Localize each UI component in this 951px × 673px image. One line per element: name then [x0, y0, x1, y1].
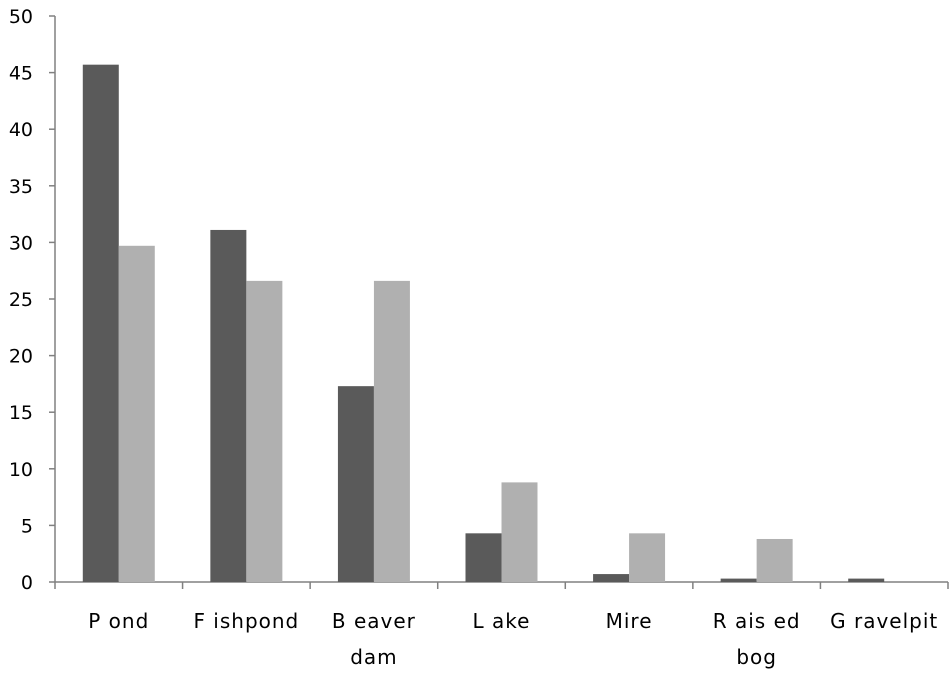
y-tick-label: 15 [9, 402, 33, 424]
x-category-label: dam [350, 645, 397, 669]
bar-series-1-cat-2 [210, 229, 247, 582]
bar-series-2-cat-1 [118, 245, 155, 582]
bar-series-1-cat-1 [82, 64, 119, 582]
bar-series-2-cat-6 [756, 538, 793, 582]
x-category-label: G ravelpit [830, 609, 938, 633]
x-category-label: bog [736, 645, 777, 669]
y-tick-label: 10 [9, 459, 33, 481]
y-tick-label: 5 [21, 515, 33, 537]
x-category-label: F ishpond [193, 609, 299, 633]
y-tick-label: 20 [9, 346, 33, 368]
y-tick-label: 40 [9, 119, 33, 141]
y-tick-label: 25 [9, 289, 33, 311]
x-category-label: P ond [88, 609, 149, 633]
x-category-label: L ake [473, 609, 531, 633]
y-tick-label: 45 [9, 63, 33, 85]
bar-series-2-cat-2 [246, 280, 283, 582]
x-category-label: R ais ed [713, 609, 801, 633]
bar-series-1-cat-7 [848, 578, 885, 582]
bar-series-1-cat-4 [465, 533, 502, 582]
y-tick-label: 35 [9, 176, 33, 198]
x-category-label: B eaver [332, 609, 416, 633]
x-category-label: Mire [606, 609, 653, 633]
y-tick-label: 50 [9, 6, 33, 28]
bar-series-1-cat-5 [593, 574, 630, 582]
bar-series-1-cat-6 [720, 578, 757, 582]
y-tick-label: 0 [21, 572, 33, 594]
bar-series-2-cat-3 [373, 280, 410, 582]
bar-series-2-cat-4 [501, 482, 538, 582]
bar-series-1-cat-3 [337, 386, 374, 582]
y-tick-label: 30 [9, 232, 33, 254]
bar-series-2-cat-5 [629, 533, 666, 582]
